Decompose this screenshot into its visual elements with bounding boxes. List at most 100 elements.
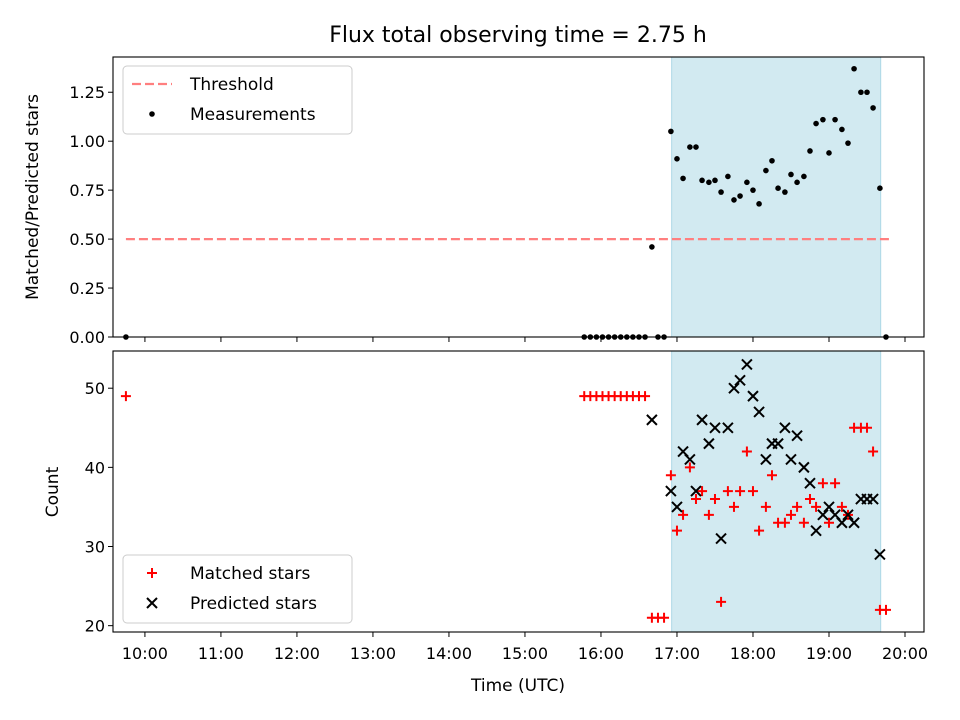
predicted-star-point (804, 477, 816, 489)
matched-star-point (779, 517, 790, 528)
x-tick-label: 20:00 (882, 644, 928, 663)
predicted-star-point (715, 532, 727, 545)
matched-star-point (120, 391, 131, 402)
matched-star-point (709, 494, 720, 505)
x-tick-label: 14:00 (426, 644, 472, 663)
matched-star-point (754, 525, 765, 536)
x-tick-label: 12:00 (274, 644, 320, 663)
legend-label: Matched stars (190, 564, 310, 584)
measurement-point (718, 189, 724, 195)
legend-box (122, 554, 353, 624)
matched-star-point (722, 486, 733, 497)
predicted-star-point (709, 422, 721, 434)
measurement-point (687, 144, 693, 150)
measurement-point (750, 187, 756, 193)
x-tick-label: 13:00 (350, 644, 396, 663)
measurement-point (649, 244, 655, 250)
predicted-star-point (785, 453, 797, 466)
chart-title: Flux total observing time = 2.75 h (329, 23, 707, 48)
x-tick-label: 16:00 (578, 644, 624, 663)
matched-star-point (671, 525, 682, 536)
predicted-star-point (798, 461, 810, 474)
measurement-point (801, 173, 807, 180)
predicted-star-point (823, 501, 835, 513)
x-tick-label: 11:00 (198, 644, 244, 663)
matched-star-point (735, 486, 746, 497)
legend-predicted-swatch (146, 597, 158, 609)
measurement-point (845, 140, 851, 146)
measurement-point (725, 173, 731, 180)
predicted-star-point (747, 390, 759, 402)
measurement-point (832, 116, 838, 123)
plot-frame (112, 56, 925, 338)
measurement-point (668, 128, 674, 135)
predicted-star-point (867, 493, 879, 505)
legend-box (122, 65, 353, 135)
matched-star-point (665, 470, 676, 481)
y-tick-label: 0.50 (69, 230, 105, 249)
y-tick-label: 50 (85, 379, 105, 398)
count-plot: 20 30 40 50 10:00 11:00 12:00 13:00 14:00 15:00 16… (85, 350, 928, 663)
plot-frame (112, 350, 925, 633)
measurement-point (794, 179, 800, 186)
predicted-star-point (703, 437, 715, 450)
legend-matched-swatch (147, 568, 157, 578)
predicted-star-point (671, 501, 683, 513)
matched-star-point (703, 509, 714, 520)
measurement-point (788, 171, 794, 178)
predicted-star-point (836, 517, 848, 529)
top-y-axis-label: Matched/Predicted stars (23, 94, 43, 300)
matched-star-point (823, 517, 834, 528)
x-tick-label: 15:00 (502, 644, 548, 663)
matched-star-point (804, 494, 815, 505)
matched-star-point (684, 462, 695, 473)
legend-label: Measurements (190, 105, 316, 125)
predicted-star-point (810, 524, 822, 537)
predicted-star-point (690, 485, 702, 497)
predicted-star-point (874, 548, 886, 561)
y-tick-label: 0.25 (69, 279, 105, 298)
measurement-point (782, 189, 788, 195)
measurement-point (839, 126, 845, 133)
matched-star-point (861, 422, 872, 433)
matched-star-point (868, 446, 879, 457)
y-tick-label: 0.75 (69, 181, 105, 200)
measurement-point (851, 65, 857, 72)
measurement-point (807, 148, 813, 154)
x-tick-label: 10:00 (122, 644, 168, 663)
measurement-point (769, 157, 775, 164)
matched-star-point (716, 596, 727, 607)
matched-star-point (817, 478, 828, 489)
matched-star-point (690, 494, 701, 505)
ratio-plot: 0.00 0.25 0.50 0.75 1.00 1.25 Threshold Measure… (69, 56, 925, 347)
predicted-star-point (722, 422, 734, 434)
matched-star-point (640, 391, 651, 402)
matched-star-point (728, 501, 739, 512)
predicted-star-point (791, 429, 803, 442)
x-tick-label: 17:00 (654, 644, 700, 663)
predicted-star-point (734, 374, 746, 386)
predicted-star-point (741, 358, 753, 371)
legend-measurement-swatch (149, 111, 155, 117)
measurement-point (680, 175, 686, 182)
bottom-y-axis-label: Count (43, 466, 63, 517)
predicted-star-point (779, 422, 791, 434)
matched-star-point (697, 486, 708, 497)
matched-star-point (766, 470, 777, 481)
matched-star-point (798, 517, 809, 528)
y-tick-label: 40 (85, 458, 105, 477)
matched-star-point (836, 501, 847, 512)
predicted-star-point (665, 485, 677, 497)
measurement-point (744, 179, 750, 186)
y-tick-label: 0.00 (69, 328, 105, 347)
y-tick-label: 30 (85, 538, 105, 557)
matched-star-point (747, 486, 758, 497)
predicted-star-point (646, 414, 658, 426)
measurement-point (712, 177, 718, 184)
measurement-point (877, 185, 883, 191)
measurement-point (674, 156, 680, 162)
predicted-star-point (696, 414, 708, 426)
matched-star-point (785, 509, 796, 520)
matched-star-point (760, 501, 771, 512)
